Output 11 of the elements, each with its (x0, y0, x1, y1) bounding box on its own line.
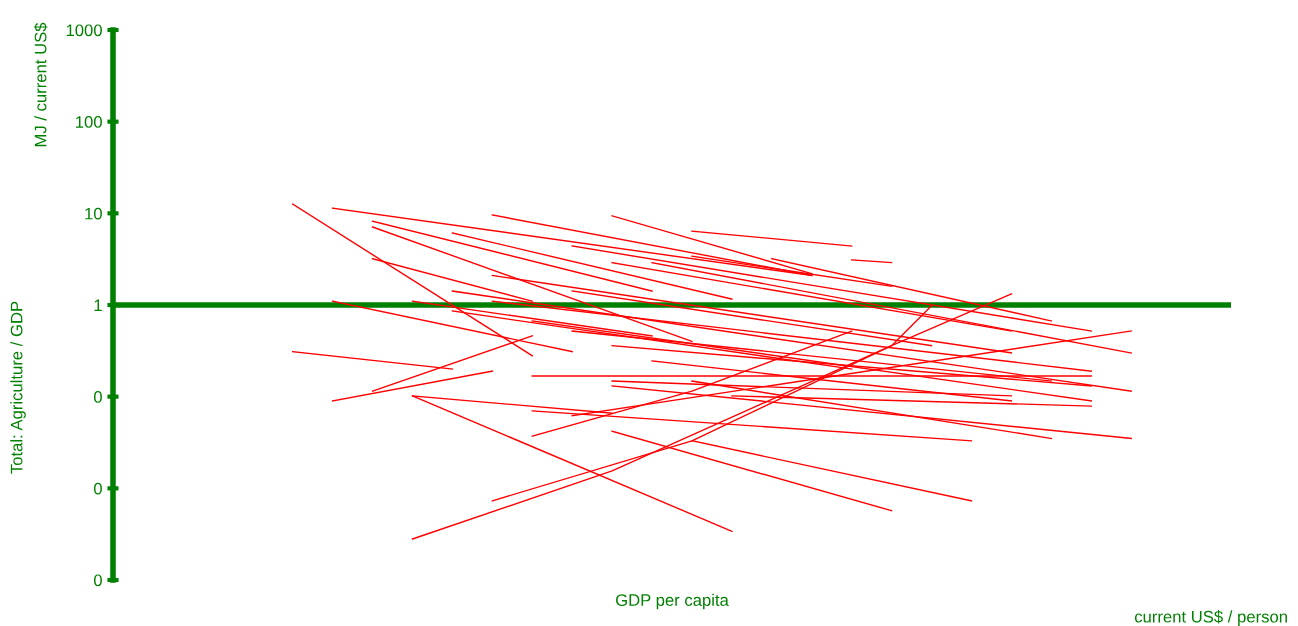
text: current US$ / person (1134, 610, 1287, 626)
y-tick-label: 0 (93, 574, 102, 587)
y-tick-label: 1000 (66, 24, 102, 37)
y-tick-label: 0 (93, 391, 102, 403)
y-tick-label: 1 (94, 299, 102, 312)
y-axis-title: Total: Agriculture / GDP (10, 301, 26, 474)
text: MJ / current US$ (33, 22, 48, 147)
y-tick-label: 100 (76, 116, 102, 128)
y-tick-label: 0 (93, 482, 102, 495)
x-axis-title: GDP per capita (616, 593, 729, 610)
y-tick-label: 10 (85, 207, 102, 220)
